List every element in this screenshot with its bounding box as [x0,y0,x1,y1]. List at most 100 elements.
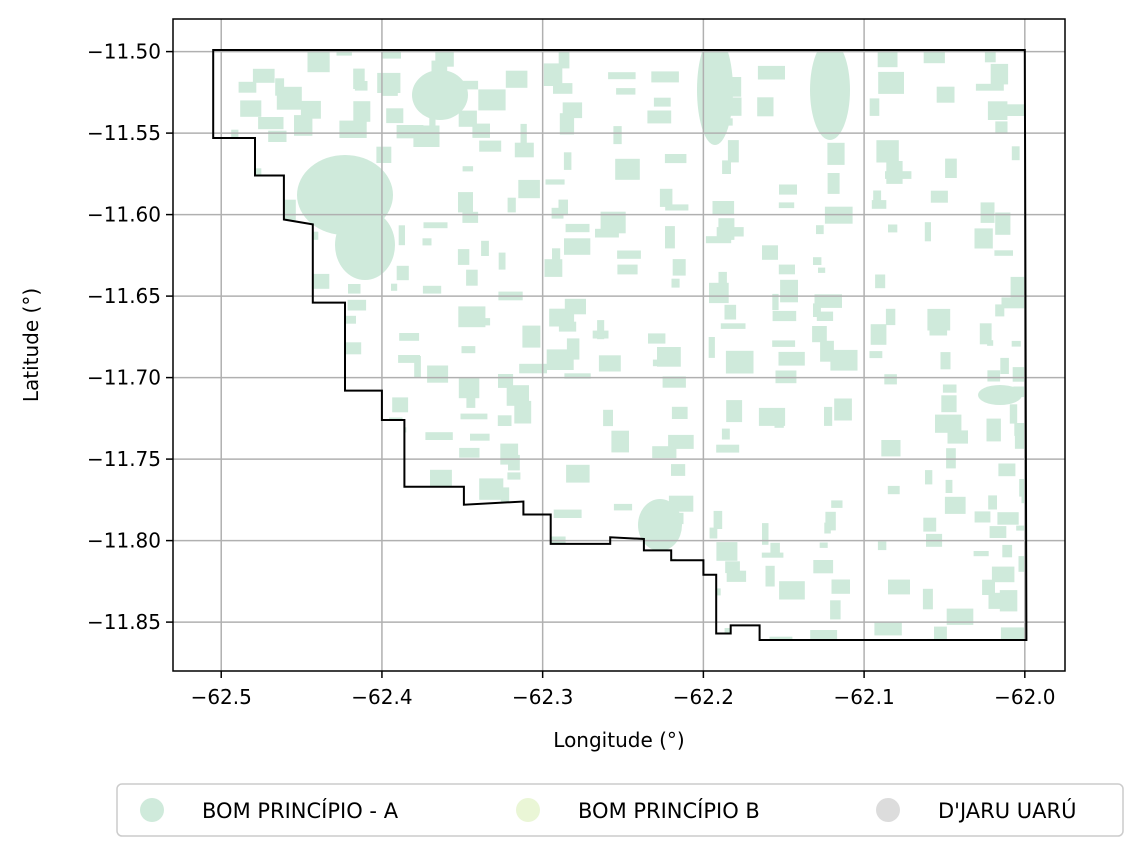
settlement-patch [558,199,568,216]
settlement-patch [412,70,468,120]
settlement-patch [518,179,540,199]
settlement-patch [757,65,785,80]
settlement-patch [613,126,622,145]
y-tick-label: −11.85 [87,610,161,634]
settlement-patch [552,248,561,268]
settlement-patch [925,470,933,485]
settlement-patch [563,152,572,170]
settlement-patch [778,351,805,366]
settlement-patch [974,228,993,249]
settlement-patch [558,50,570,69]
settlement-patch [946,608,974,625]
settlement-patch [814,294,842,308]
settlement-patch [780,279,798,303]
settlement-patch [998,463,1016,477]
settlement-patch [726,400,743,423]
settlement-patch [648,333,666,344]
settlement-patch [422,285,442,294]
legend-label: BOM PRINCÍPIO - A [202,798,399,823]
settlement-patch [831,579,850,594]
settlement-patch [665,226,675,249]
settlement-patch [831,500,843,508]
settlement-patch [982,579,995,595]
settlement-patch [978,385,1022,405]
settlement-patch [481,240,489,256]
settlement-patch [827,142,845,165]
settlement-patch [878,71,904,94]
settlement-patch [458,378,480,399]
settlement-patch [945,158,957,178]
settlement-patch [553,509,582,518]
settlement-patch [668,434,694,449]
settlement-patch [769,636,793,640]
settlement-patch [252,68,275,83]
settlement-patch [276,86,302,110]
x-axis: −62.5 −62.4 −62.3 −62.2 −62.1 −62.0 [191,671,1055,709]
settlement-patch [506,385,529,406]
settlement-patch [726,570,747,582]
settlement-patch [348,284,361,294]
settlement-patch [376,146,392,163]
settlement-patch [923,50,945,64]
settlement-patch [398,355,420,363]
settlement-patch [429,109,436,132]
settlement-patch [392,397,409,413]
legend-marker [140,798,164,822]
settlement-patch [458,110,477,127]
settlement-patch [300,100,321,119]
settlement-patch [871,200,887,209]
settlement-patch [816,225,824,235]
y-axis: −11.50 −11.55 −11.60 −11.65 −11.70 −11.75 −11.… [87,40,173,634]
settlement-patch [470,433,490,441]
settlement-patch [600,211,626,234]
settlement-patch [240,100,262,117]
settlement-patch [616,88,636,95]
settlement-patch [507,472,521,480]
settlement-patch [545,179,565,185]
settlement-patch [652,359,667,367]
settlement-patch [341,342,362,355]
settlement-patch [638,499,682,551]
settlement-patch [881,440,901,457]
settlement-patch [546,349,574,370]
settlement-patch [564,238,591,255]
x-tick-label: −62.2 [673,685,734,709]
settlement-patch [816,311,834,321]
settlement-patch [543,63,563,86]
settlement-patch [671,278,680,288]
settlement-patch [1002,544,1013,558]
settlement-patch [875,274,886,289]
settlement-patch [813,303,821,317]
settlement-patch [999,590,1018,612]
settlement-patch [830,349,858,371]
y-tick-label: −11.65 [87,284,161,308]
settlement-patch [507,197,516,213]
settlement-patch [936,86,955,103]
settlement-patch [705,236,732,244]
settlement-patch [335,210,395,280]
settlement-patch [770,542,780,556]
settlement-patch [762,245,778,260]
settlement-patch [812,326,827,343]
settlement-patch [347,299,367,311]
settlement-patch [869,351,883,359]
legend-label: D'JARU UARÚ [938,798,1076,823]
x-tick-label: −62.4 [351,685,412,709]
settlement-patch [519,363,547,374]
settlement-patch [947,430,968,444]
y-tick-label: −11.70 [87,366,161,390]
settlement-patch [664,154,687,164]
settlement-patch [1018,556,1027,572]
settlement-patch [990,63,1009,85]
settlement-patch [396,265,409,281]
settlement-patch [940,352,951,370]
settlement-patch [337,315,356,324]
settlement-patch [672,259,686,276]
settlement-patch [268,130,287,142]
settlement-patch [559,113,575,135]
settlement-patch [989,526,1007,538]
legend-marker [516,798,540,822]
settlement-patch [615,158,640,180]
settlement-patch [824,406,833,426]
settlement-patch [995,121,1008,133]
